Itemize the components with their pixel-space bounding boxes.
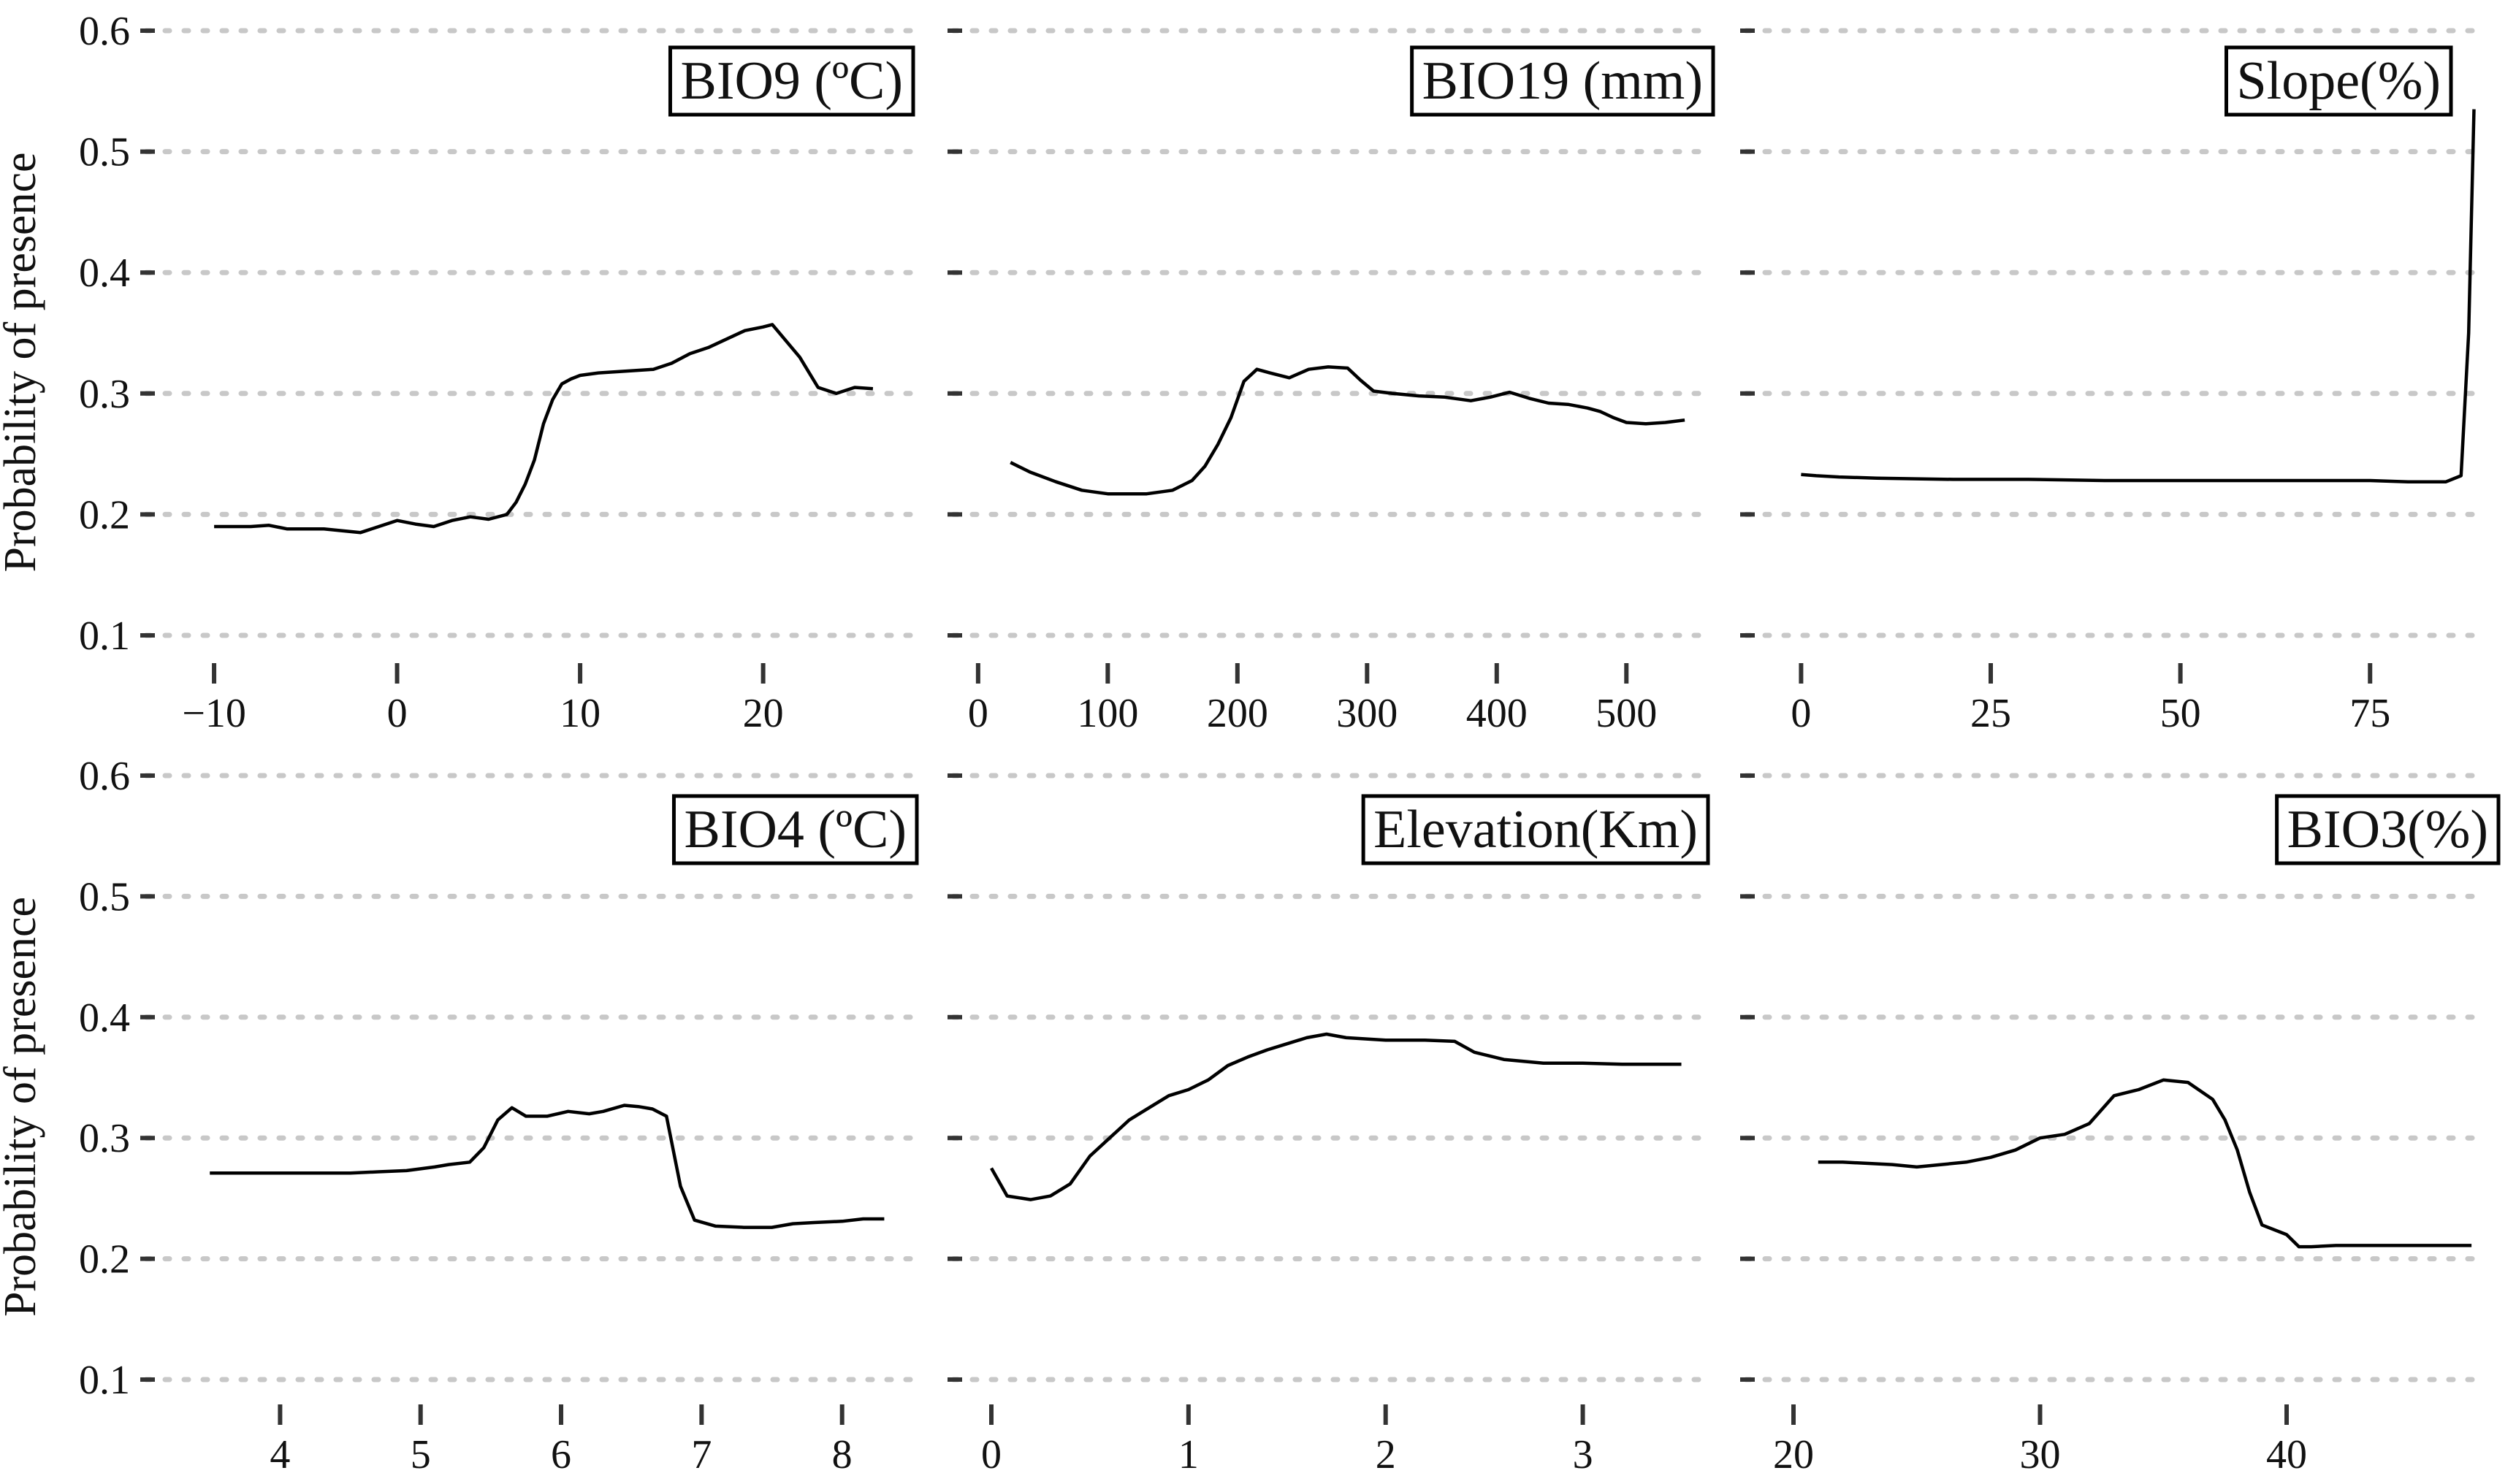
x-tick-label: 1 [1178, 1432, 1199, 1477]
y-tick-label: 0.5 [79, 874, 130, 919]
response-curve [214, 323, 874, 535]
x-tick-label: 7 [691, 1432, 712, 1477]
panel-title: BIO19 (mm) [1410, 45, 1715, 117]
y-tick-label: 0.3 [79, 372, 130, 417]
panel-title: Slope(%) [2225, 45, 2453, 117]
x-tick-label: 10 [560, 691, 601, 736]
x-tick-label: 3 [1573, 1432, 1593, 1477]
panel-title-box [1361, 794, 1710, 865]
response-curve [1801, 109, 2476, 483]
panel-2: 0 100 200 300 400 500 BIO19 (mm) [948, 28, 1715, 736]
response-curve [1818, 1078, 2472, 1249]
y-tick-label: 0.4 [79, 250, 130, 296]
x-tick-label: 8 [832, 1432, 853, 1477]
x-tick-label: 0 [387, 691, 408, 736]
x-tick-label: 2 [1376, 1432, 1396, 1477]
panel-title-text: BIO19 (mm) [1422, 51, 1703, 111]
panel-title-text: BIO9 (ºC) [680, 51, 903, 111]
x-tick-label: 0 [1791, 691, 1811, 736]
x-tick-label: 20 [1773, 1432, 1814, 1477]
panel-title-box [1410, 45, 1715, 117]
panel-title: BIO9 (ºC) [668, 45, 915, 117]
response-curve [1010, 365, 1685, 496]
x-tick-label: 300 [1336, 691, 1398, 736]
y-tick-label: 0.6 [79, 9, 130, 54]
y-tick-label: 0.2 [79, 492, 130, 538]
panel-5: 0 1 2 3 Elevation(Km) [948, 773, 1712, 1477]
panel-title: BIO3(%) [2275, 794, 2501, 865]
panel-title: BIO4 (ºC) [671, 794, 919, 865]
panel-title-text: Slope(%) [2237, 51, 2441, 111]
x-tick-label: 4 [270, 1432, 290, 1477]
panel-title: Elevation(Km) [1361, 794, 1710, 865]
panel-title-box [671, 794, 919, 865]
panel-title-text: Elevation(Km) [1373, 800, 1698, 860]
x-tick-label: 0 [981, 1432, 1002, 1477]
x-tick-label: 75 [2349, 691, 2390, 736]
x-tick-label: 200 [1207, 691, 1268, 736]
response-curve [210, 1104, 885, 1229]
panel-title-box [2275, 794, 2501, 865]
panel-title-box [668, 45, 915, 117]
y-tick-label: 0.6 [79, 754, 130, 799]
panel-6: 20 30 40 BIO3(%) [1740, 773, 2501, 1477]
x-tick-label: 500 [1596, 691, 1657, 736]
panel-title-text: BIO3(%) [2287, 800, 2488, 860]
y-tick-label: 0.4 [79, 995, 130, 1041]
x-tick-label: 100 [1077, 691, 1138, 736]
x-tick-label: −10 [182, 691, 246, 736]
panel-title-text: BIO4 (ºC) [684, 800, 907, 860]
x-tick-label: 6 [551, 1432, 571, 1477]
panel-3: 0 25 50 75 Slope(%) [1740, 28, 2487, 736]
x-tick-label: 30 [2020, 1432, 2061, 1477]
y-axis-label: Probability of presence [0, 152, 45, 572]
panel-4: 0.1 0.2 0.3 0.4 0.5 0.6 4 5 6 7 8 Probability of pr… [0, 754, 919, 1477]
x-tick-label: 400 [1466, 691, 1528, 736]
y-tick-label: 0.5 [79, 130, 130, 175]
x-tick-label: 5 [411, 1432, 431, 1477]
x-tick-label: 0 [968, 691, 988, 736]
x-tick-label: 50 [2160, 691, 2201, 736]
y-axis-label: Probability of presence [0, 897, 45, 1317]
x-tick-label: 25 [1970, 691, 2011, 736]
y-tick-label: 0.2 [79, 1237, 130, 1282]
panel-title-box [2225, 45, 2453, 117]
response-curve [990, 1032, 1682, 1201]
y-tick-label: 0.3 [79, 1116, 130, 1161]
x-tick-label: 20 [743, 691, 784, 736]
x-tick-label: 40 [2266, 1432, 2307, 1477]
panel-1: 0.1 0.2 0.3 0.4 0.5 0.6 −10 0 10 20 Probability of… [0, 9, 916, 736]
y-tick-label: 0.1 [79, 1358, 130, 1403]
y-tick-label: 0.1 [79, 613, 130, 659]
